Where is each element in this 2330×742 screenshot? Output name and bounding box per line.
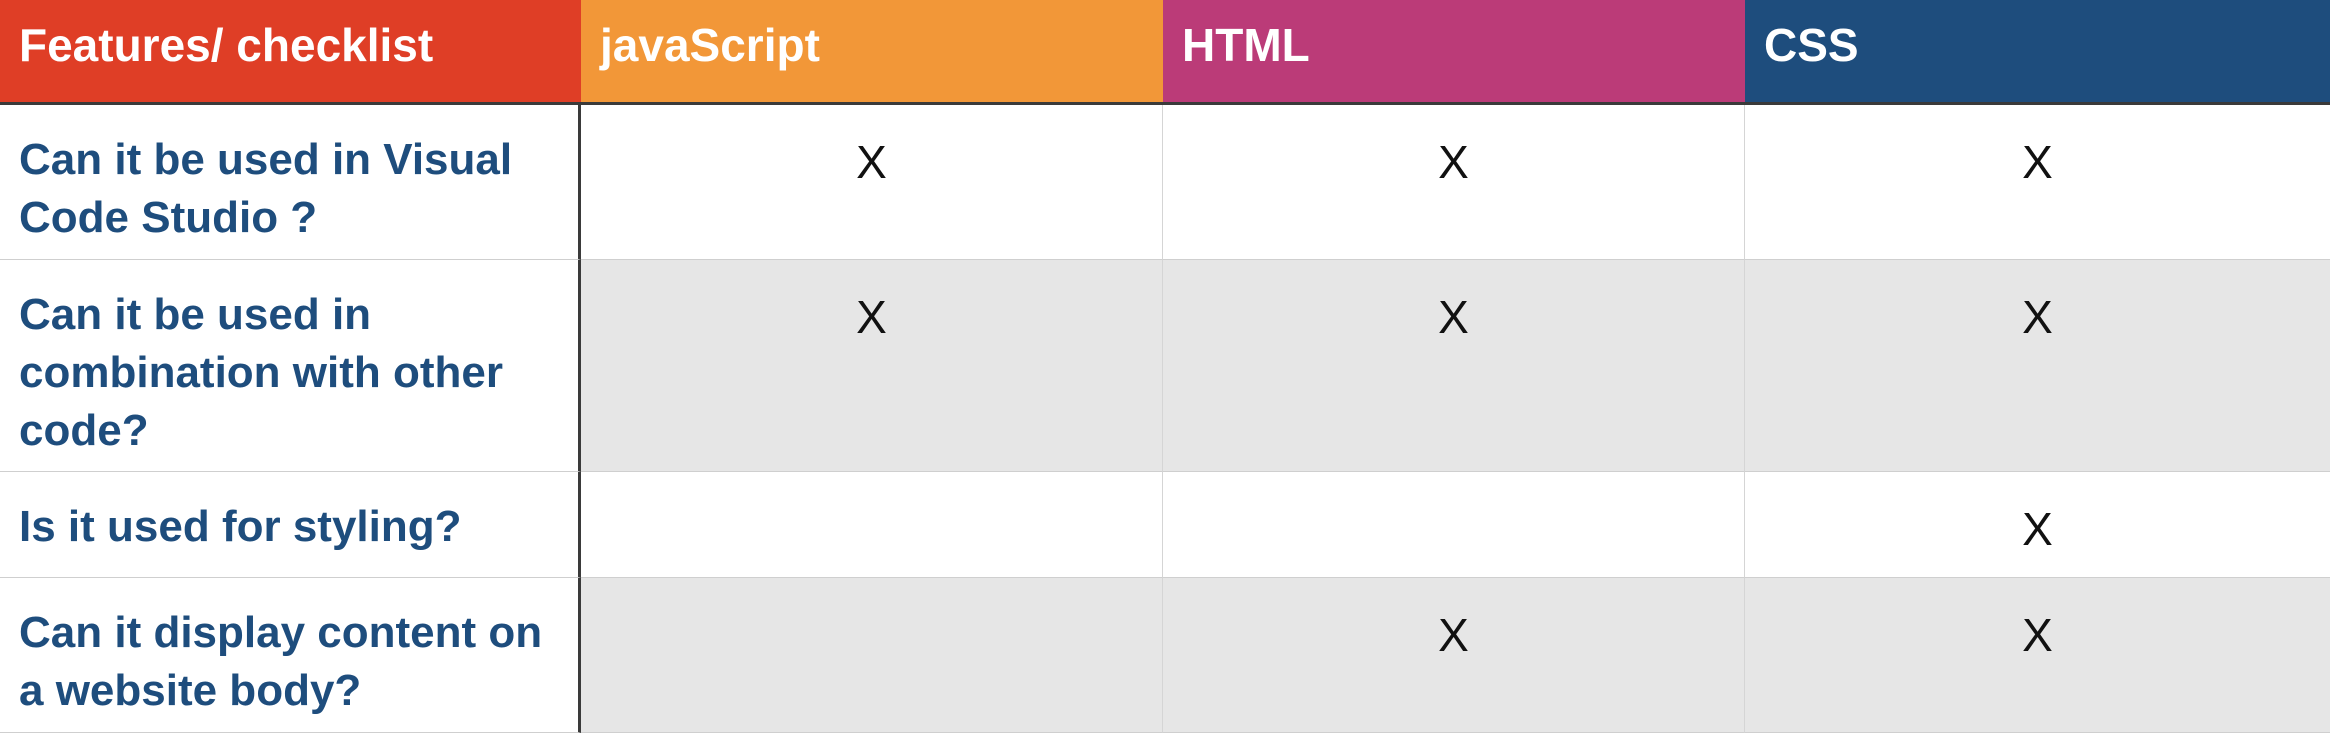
feature-cell: Can it display content on a website body… xyxy=(0,578,581,733)
header-features: Features/ checklist xyxy=(0,0,581,105)
html-check-cell: X xyxy=(1163,578,1745,733)
html-check-cell: X xyxy=(1163,260,1745,472)
javascript-check-cell: X xyxy=(581,105,1163,260)
javascript-check-cell xyxy=(581,578,1163,733)
feature-cell: Can it be used in Visual Code Studio ? xyxy=(0,105,581,260)
header-html: HTML xyxy=(1163,0,1745,105)
css-check-cell: X xyxy=(1745,105,2330,260)
javascript-check-cell xyxy=(581,472,1163,578)
css-check-cell: X xyxy=(1745,472,2330,578)
feature-cell: Can it be used in combination with other… xyxy=(0,260,581,472)
feature-cell: Is it used for styling? xyxy=(0,472,581,578)
header-javascript: javaScript xyxy=(581,0,1163,105)
javascript-check-cell: X xyxy=(581,260,1163,472)
css-check-cell: X xyxy=(1745,578,2330,733)
css-check-cell: X xyxy=(1745,260,2330,472)
header-css: CSS xyxy=(1745,0,2330,105)
html-check-cell xyxy=(1163,472,1745,578)
html-check-cell: X xyxy=(1163,105,1745,260)
